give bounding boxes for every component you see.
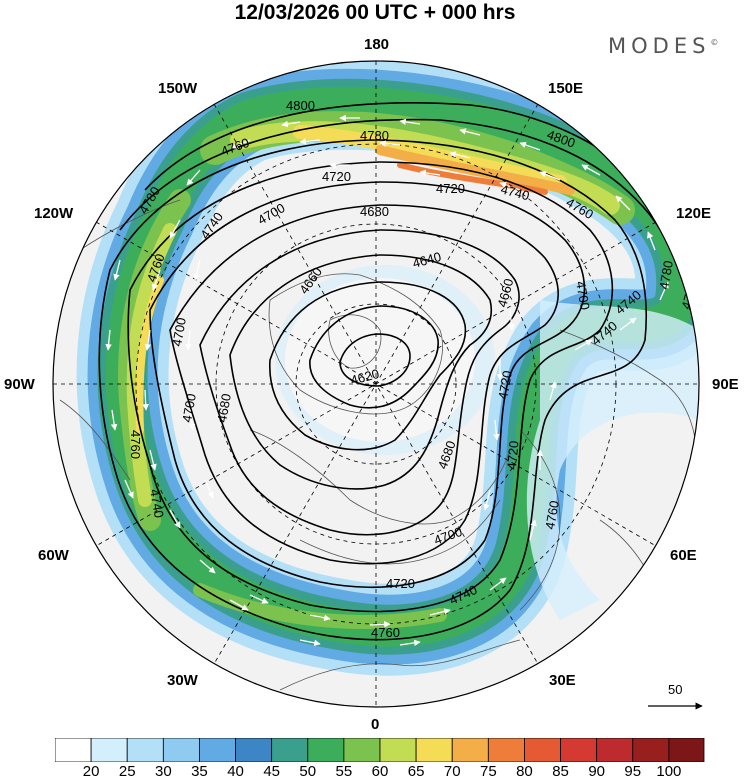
colorbar-swatch xyxy=(307,738,345,762)
contour-label: 4700 xyxy=(169,316,189,347)
inner-white-core xyxy=(285,278,475,442)
copyright-mark: © xyxy=(710,38,719,47)
chart-title: 12/03/2026 00 UTC + 000 hrs xyxy=(234,1,516,24)
colorbar-swatch xyxy=(596,738,634,762)
contour-label: 4720 xyxy=(495,369,515,400)
lon-label-lower-left: 60W xyxy=(38,547,69,564)
lon-label-bottom-left: 30W xyxy=(167,672,198,689)
contour-label: 4700 xyxy=(179,392,199,423)
wind-vectors xyxy=(105,114,669,647)
colorbar-tick-label: 50 xyxy=(299,763,317,780)
contour-label: 4700 xyxy=(573,280,593,311)
contour-labels: 4800 4780 4760 4720 4740 4760 4800 4780 … xyxy=(128,98,699,640)
lon-label-bottom-right: 30E xyxy=(549,672,576,689)
contour-label: 4720 xyxy=(504,440,521,470)
graticule xyxy=(53,61,699,707)
colorbar-tick-label: 80 xyxy=(516,763,533,780)
colorbar-swatch xyxy=(235,738,273,762)
colorbar-tick-label: 35 xyxy=(191,763,208,780)
colorbar-tick-label: 25 xyxy=(118,763,136,780)
contour-label: 4800 xyxy=(286,98,315,113)
colorbar-ticks: 20 25 30 35 40 45 50 55 60 65 70 75 80 85 90 95 100 xyxy=(55,763,705,781)
colorbar-tick-label: 90 xyxy=(588,763,605,780)
contour-label: 4740 xyxy=(147,488,167,519)
lon-label-top-right: 150E xyxy=(548,80,584,97)
wind-speed-shading xyxy=(76,61,699,676)
lon-label-top-left: 150W xyxy=(158,80,198,97)
lon-label-top: 180 xyxy=(364,36,390,53)
lon-label-upper-left: 120W xyxy=(34,205,74,222)
lon-label-upper-right: 120E xyxy=(676,205,712,222)
reference-vector: 50 xyxy=(646,682,706,712)
colorbar-tick-label: 55 xyxy=(335,763,353,780)
contour-label: 4720 xyxy=(436,181,465,196)
colorbar-tick-label: 20 xyxy=(82,763,100,780)
colorbar-swatch xyxy=(451,738,489,762)
colorbar-swatch xyxy=(55,738,92,762)
contour-label: 4740 xyxy=(499,181,531,203)
contour-label: 4680 xyxy=(214,392,234,423)
colorbar-swatch xyxy=(632,738,670,762)
map-border xyxy=(52,60,700,708)
colorbar-swatch xyxy=(199,738,236,762)
colorbar-tick-label: 85 xyxy=(552,763,569,780)
reference-vector-label: 50 xyxy=(668,682,683,697)
contour-label: 4720 xyxy=(386,576,415,591)
contour-label: 4780 xyxy=(656,259,676,290)
height-contours xyxy=(98,102,699,641)
colorbar-tick-label: 45 xyxy=(263,763,280,780)
brand-logo: MODES© xyxy=(608,34,718,58)
colorbar-swatch xyxy=(90,738,128,762)
colorbar xyxy=(55,738,705,762)
brand-text: MODES xyxy=(608,34,711,58)
colorbar-tick-label: 70 xyxy=(443,763,461,780)
contour-label: 4660 xyxy=(494,277,516,309)
lowlat-light-shading xyxy=(526,300,699,620)
colorbar-swatch xyxy=(379,738,417,762)
colorbar-swatch xyxy=(560,738,598,762)
contour-label: 4760 xyxy=(128,430,143,459)
lon-label-lower-right: 60E xyxy=(670,547,697,564)
lon-label-left: 90W xyxy=(4,376,35,393)
contour-label: 4640 xyxy=(411,249,443,271)
contour-label: 4760 xyxy=(542,499,562,530)
colorbar-tick-label: 30 xyxy=(154,763,172,780)
colorbar-tick-label: 65 xyxy=(407,763,425,780)
colorbar-tick-label: 100 xyxy=(656,763,682,780)
colorbar-tick-label: 60 xyxy=(371,763,389,780)
contour-label: 4780 xyxy=(360,128,389,143)
colorbar-tick-label: 40 xyxy=(227,763,244,780)
colorbar-swatch xyxy=(162,738,200,762)
contour-label: 4720 xyxy=(322,169,351,184)
colorbar-swatch xyxy=(524,738,561,762)
colorbar-tick-label: 75 xyxy=(479,763,497,780)
colorbar-swatch xyxy=(487,738,525,762)
colorbar-swatch xyxy=(126,738,164,762)
contour-label: 4620 xyxy=(349,366,381,388)
colorbar-swatch xyxy=(343,738,381,762)
contour-label: 4760 xyxy=(371,625,400,640)
colorbar-tick-label: 95 xyxy=(624,763,642,780)
colorbar-swatch xyxy=(415,738,453,762)
colorbar-swatch xyxy=(271,738,309,762)
contour-label: 4680 xyxy=(360,204,389,219)
lon-label-bottom: 0 xyxy=(371,716,380,733)
lon-label-right: 90E xyxy=(712,376,739,393)
colorbar-swatch xyxy=(668,738,705,762)
